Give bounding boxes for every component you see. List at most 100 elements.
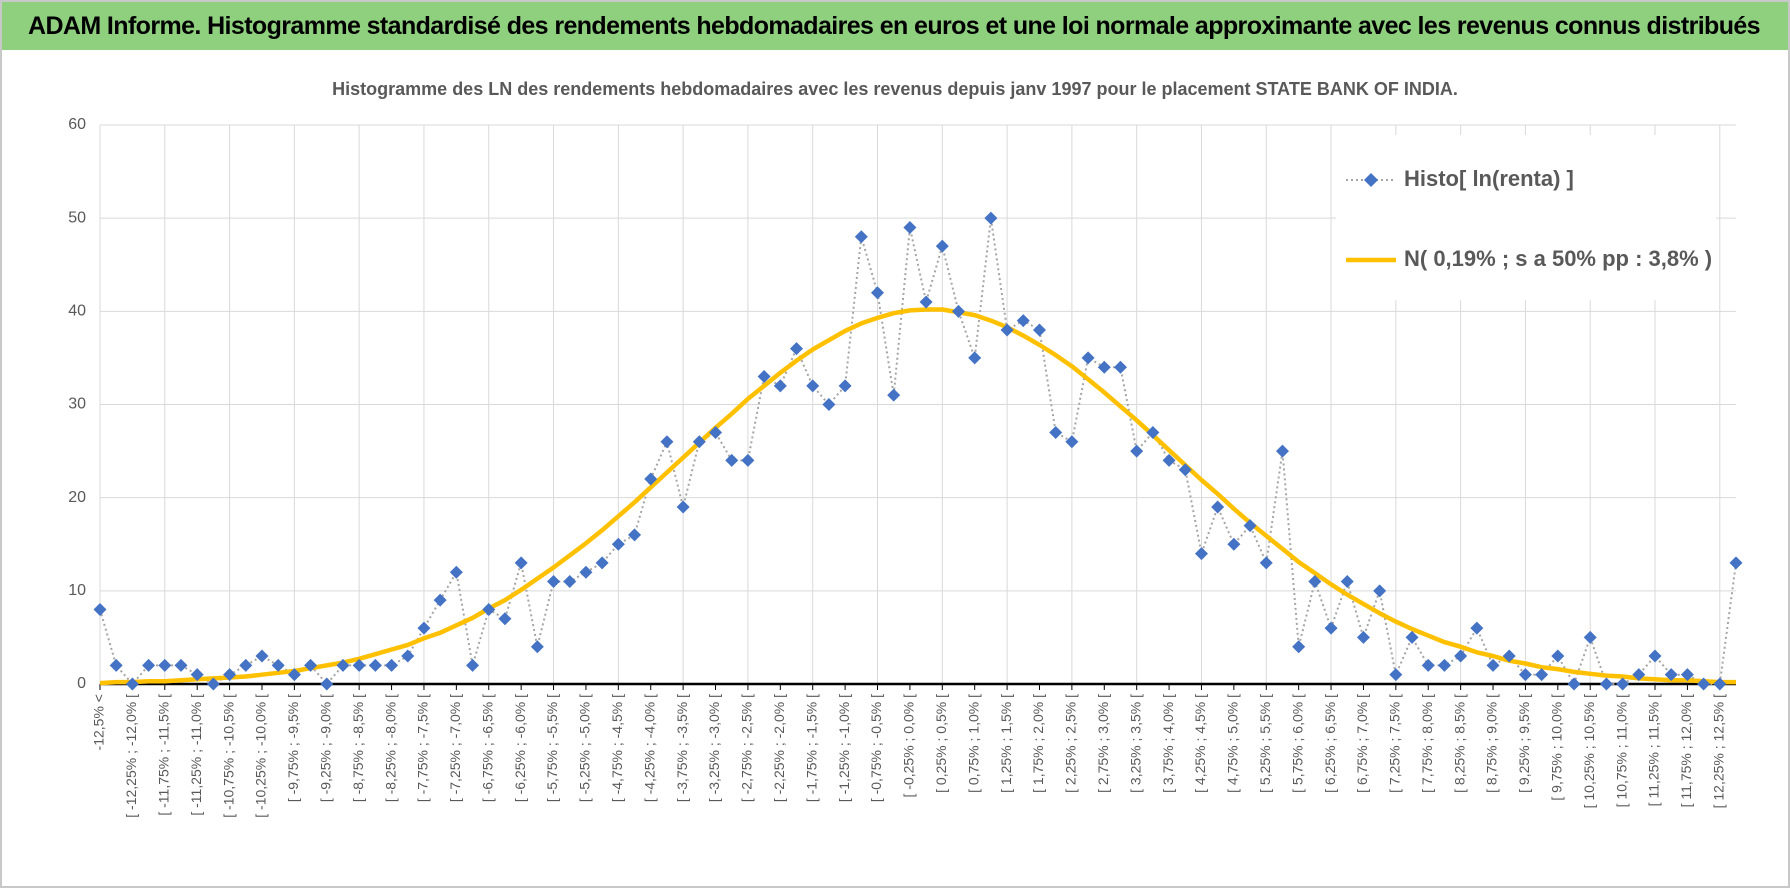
data-point (628, 528, 642, 542)
data-point (1454, 649, 1468, 663)
data-point (417, 621, 431, 635)
legend-box (1336, 135, 1716, 300)
data-point (1340, 575, 1354, 589)
data-point (352, 658, 366, 672)
data-point (1356, 630, 1370, 644)
data-point (984, 211, 998, 225)
data-point (1680, 668, 1694, 682)
data-point (1292, 640, 1306, 654)
data-point (1502, 649, 1516, 663)
data-point (806, 379, 820, 393)
data-point (1081, 351, 1095, 365)
x-tick-label: [ -6,75% ; -6,5% [ (479, 694, 495, 802)
data-point (1113, 360, 1127, 374)
x-tick-label: [ 10,25% ; 10,5% [ (1581, 694, 1597, 809)
data-point (1178, 463, 1192, 477)
data-point (644, 472, 658, 486)
x-tick-label: [ 0,75% ; 1,0% [ (965, 694, 981, 793)
data-point (320, 677, 334, 691)
x-tick-label: [ -3,25% ; -3,0% [ (706, 694, 722, 802)
data-point (1470, 621, 1484, 635)
legend-label: Histo[ ln(renta) ] (1404, 166, 1574, 191)
data-point (336, 658, 350, 672)
data-point (109, 658, 123, 672)
data-point (773, 379, 787, 393)
data-point (1097, 360, 1111, 374)
x-tick-label: [ 6,75% ; 7,0% [ (1354, 694, 1370, 793)
data-point (206, 677, 220, 691)
data-point (287, 668, 301, 682)
data-point (368, 658, 382, 672)
data-point (466, 658, 480, 672)
data-point (919, 295, 933, 309)
x-tick-label: [ -12,25% ; -12,0% [ (123, 694, 139, 818)
data-point (1648, 649, 1662, 663)
series-line (99, 307, 1736, 686)
x-tick-label: [ 1,75% ; 2,0% [ (1030, 694, 1046, 793)
x-tick-label: [ 3,75% ; 4,0% [ (1160, 694, 1176, 793)
x-tick-label: [ 6,25% ; 6,5% [ (1322, 694, 1338, 793)
x-tick-label: [ 12,25% ; 12,5% [ (1711, 694, 1727, 809)
x-tick-label: -12,5% < (91, 694, 107, 750)
data-point (595, 556, 609, 570)
x-tick-label: [ -2,75% ; -2,5% [ (739, 694, 755, 802)
data-point (530, 640, 544, 654)
y-tick-label: 0 (77, 675, 86, 692)
data-point (822, 398, 836, 411)
x-tick-label: [ -4,75% ; -4,5% [ (609, 694, 625, 802)
x-tick-label: [ 2,75% ; 3,0% [ (1095, 694, 1111, 793)
data-point (271, 658, 285, 672)
data-point (1437, 658, 1451, 672)
data-point (385, 658, 399, 672)
x-tick-label: [ 8,75% ; 9,0% [ (1484, 694, 1500, 793)
data-point (1130, 444, 1144, 458)
data-point (498, 612, 512, 626)
x-tick-label: [ 1,25% ; 1,5% [ (998, 694, 1014, 793)
chart-title: Histogramme des LN des rendements hebdom… (332, 79, 1458, 99)
x-tick-label: [ 9,25% ; 9,5% [ (1516, 694, 1532, 793)
data-point (611, 537, 625, 551)
y-tick-label: 30 (68, 396, 86, 413)
data-point (1405, 630, 1419, 644)
data-point (1227, 537, 1241, 551)
data-point (547, 575, 561, 589)
data-point (1599, 677, 1613, 691)
x-tick-label: [ -7,75% ; -7,5% [ (415, 694, 431, 802)
data-point (1049, 425, 1063, 439)
x-tick-label: [ -0,25% ; 0,0% [ (901, 694, 917, 798)
data-point (304, 658, 318, 672)
x-tick-label: [ 4,75% ; 5,0% [ (1225, 694, 1241, 793)
data-point (903, 220, 917, 234)
data-point (1664, 668, 1678, 682)
x-tick-label: [ -10,75% ; -10,5% [ (220, 694, 236, 818)
data-point (1583, 630, 1597, 644)
data-point (1567, 677, 1581, 691)
x-tick-label: [ -3,75% ; -3,5% [ (674, 694, 690, 802)
legend-marker (1364, 173, 1378, 187)
data-point (757, 370, 771, 384)
x-tick-label: [ -9,75% ; -9,5% [ (285, 694, 301, 802)
data-point (1000, 323, 1014, 337)
page-title: ADAM Informe. Histogramme standardisé de… (2, 2, 1788, 50)
x-tick-label: [ -2,25% ; -2,0% [ (771, 694, 787, 802)
x-tick-label: [ -8,75% ; -8,5% [ (350, 694, 366, 802)
series-line (99, 218, 1737, 687)
chart: Histogramme des LN des rendements hebdom… (68, 79, 1743, 818)
data-point (1065, 435, 1079, 449)
data-point (854, 230, 868, 244)
x-tick-label: [ 5,25% ; 5,5% [ (1257, 694, 1273, 793)
data-point (190, 668, 204, 682)
x-tick-label: [ 9,75% ; 10,0% [ (1549, 694, 1565, 801)
data-point (1535, 668, 1549, 682)
data-point (871, 286, 885, 300)
x-tick-label: [ -7,25% ; -7,0% [ (447, 694, 463, 802)
data-point (968, 351, 982, 365)
x-tick-label: [ 8,25% ; 8,5% [ (1451, 694, 1467, 793)
x-tick-label: [ 11,75% ; 12,0% [ (1678, 694, 1694, 807)
data-point (1713, 677, 1727, 691)
data-point (142, 658, 156, 672)
data-point (1729, 556, 1743, 570)
data-point (951, 304, 965, 318)
data-point (174, 658, 188, 672)
data-point (1551, 649, 1565, 663)
